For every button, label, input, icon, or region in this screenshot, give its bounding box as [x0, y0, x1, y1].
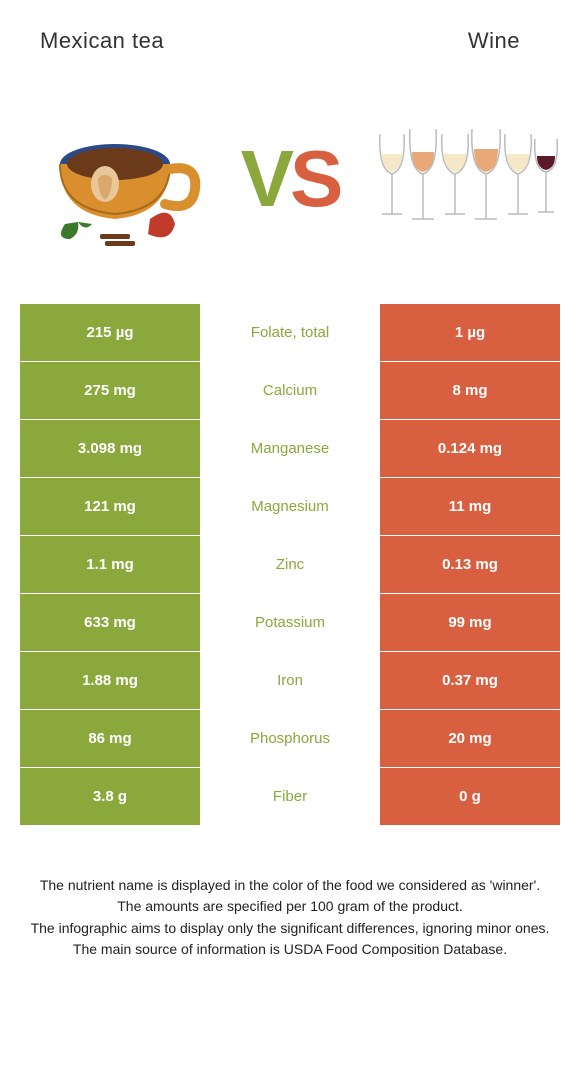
- footer-line: The nutrient name is displayed in the co…: [20, 875, 560, 895]
- value-left: 3.098 mg: [20, 420, 200, 477]
- table-row: 3.098 mgManganese0.124 mg: [20, 420, 560, 477]
- table-row: 275 mgCalcium8 mg: [20, 362, 560, 419]
- value-right: 99 mg: [380, 594, 560, 651]
- title-right: Wine: [468, 28, 520, 54]
- nutrient-label: Phosphorus: [201, 710, 379, 767]
- footer-line: The infographic aims to display only the…: [20, 918, 560, 938]
- table-row: 1.1 mgZinc0.13 mg: [20, 536, 560, 593]
- table-row: 633 mgPotassium99 mg: [20, 594, 560, 651]
- table-row: 121 mgMagnesium11 mg: [20, 478, 560, 535]
- nutrient-label: Manganese: [201, 420, 379, 477]
- wine-glasses-icon: [360, 114, 560, 244]
- value-right: 20 mg: [380, 710, 560, 767]
- vs-v: V: [241, 134, 290, 223]
- vs-s: S: [290, 134, 339, 223]
- footer-line: The main source of information is USDA F…: [20, 939, 560, 959]
- value-right: 0.124 mg: [380, 420, 560, 477]
- value-left: 1.88 mg: [20, 652, 200, 709]
- footer-line: The amounts are specified per 100 gram o…: [20, 896, 560, 916]
- table-row: 3.8 gFiber0 g: [20, 768, 560, 825]
- value-left: 121 mg: [20, 478, 200, 535]
- value-right: 0.37 mg: [380, 652, 560, 709]
- header: Mexican tea Wine: [0, 0, 580, 64]
- nutrient-label: Potassium: [201, 594, 379, 651]
- value-left: 215 µg: [20, 304, 200, 361]
- nutrient-label: Magnesium: [201, 478, 379, 535]
- teacup-icon: [30, 104, 210, 254]
- nutrient-label: Folate, total: [201, 304, 379, 361]
- value-right: 0 g: [380, 768, 560, 825]
- value-left: 1.1 mg: [20, 536, 200, 593]
- table-row: 86 mgPhosphorus20 mg: [20, 710, 560, 767]
- nutrient-label: Fiber: [201, 768, 379, 825]
- value-right: 1 µg: [380, 304, 560, 361]
- hero-image-left: [20, 104, 220, 254]
- nutrient-label: Iron: [201, 652, 379, 709]
- table-row: 1.88 mgIron0.37 mg: [20, 652, 560, 709]
- value-left: 86 mg: [20, 710, 200, 767]
- hero-image-right: [360, 104, 560, 254]
- value-left: 3.8 g: [20, 768, 200, 825]
- hero: VS: [0, 64, 580, 304]
- value-right: 0.13 mg: [380, 536, 560, 593]
- title-left: Mexican tea: [40, 28, 164, 54]
- nutrient-label: Zinc: [201, 536, 379, 593]
- value-left: 633 mg: [20, 594, 200, 651]
- value-right: 11 mg: [380, 478, 560, 535]
- vs-label: VS: [241, 139, 340, 219]
- nutrient-label: Calcium: [201, 362, 379, 419]
- value-right: 8 mg: [380, 362, 560, 419]
- table-row: 215 µgFolate, total1 µg: [20, 304, 560, 361]
- value-left: 275 mg: [20, 362, 200, 419]
- comparison-table: 215 µgFolate, total1 µg275 mgCalcium8 mg…: [20, 304, 560, 825]
- footer-notes: The nutrient name is displayed in the co…: [20, 875, 560, 959]
